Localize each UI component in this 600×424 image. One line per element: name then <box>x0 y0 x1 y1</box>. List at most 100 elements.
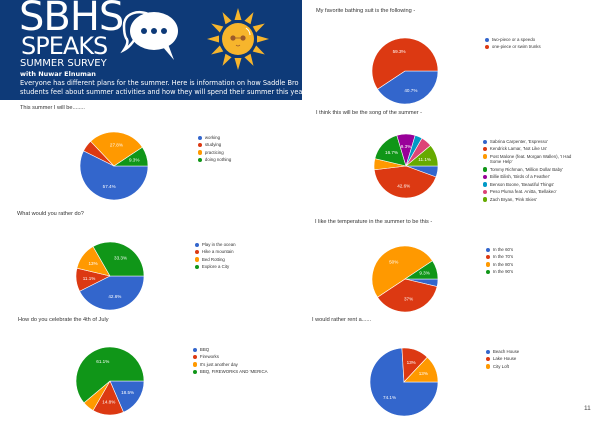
sun-ray <box>257 35 269 43</box>
pie-chart-july: 18.5% 14.8% 61.1% <box>75 346 145 416</box>
survey-banner: SBHS SPEAKS SUMMER SURVEY with Nuwar Eln… <box>0 0 302 100</box>
legend-item: one-piece or swim trunks <box>485 44 565 49</box>
logo-speaks: SPEAKS <box>21 32 108 60</box>
legend-label: Billie Eilish, 'Birds of a Feather' <box>489 174 550 180</box>
sun-ray <box>234 8 242 20</box>
legend-item: In the 70's <box>486 254 556 259</box>
legend-swatch <box>486 269 491 275</box>
author-byline: with Nuwar Elnuman <box>20 70 96 78</box>
legend-item: Billie Eilish, 'Birds of a Feather' <box>483 174 573 179</box>
legend-item: Explore a City <box>195 264 275 269</box>
slice-label: 74.1% <box>383 395 396 400</box>
legend-label: doing nothing <box>204 157 232 163</box>
chart-legend: Beach House Lake House City Loft <box>486 349 556 371</box>
sun-ray <box>252 23 265 33</box>
legend-swatch <box>198 135 203 140</box>
slice-label: 13% <box>419 371 428 376</box>
slice-label: 42.6% <box>108 294 121 299</box>
legend-swatch <box>486 262 491 267</box>
sun-ray <box>244 12 254 25</box>
pie-chart-rather: 42.6% 11.1% 13% 33.3% <box>75 241 145 311</box>
legend-item: In the 60's <box>486 247 556 252</box>
legend-swatch <box>486 356 491 362</box>
legend-swatch <box>193 347 198 352</box>
legend-item: Peso Pluma feat. Anitta, 'Bellakeo' <box>483 189 573 194</box>
chart-legend: Sabrina Carpenter, 'Espresso' Kendrick La… <box>483 139 573 204</box>
chart-legend: working studying practicing doing nothing <box>198 135 278 165</box>
legend-item: BBQ <box>193 347 293 352</box>
legend-label: Sabrina Carpenter, 'Espresso' <box>489 139 548 144</box>
legend-label: Kendrick Lamar, 'Not Like Us' <box>489 146 548 152</box>
page-number: 11 <box>584 405 591 412</box>
legend-label: Fireworks <box>199 354 219 360</box>
chart-title: My favorite bathing suit is the followin… <box>316 8 416 14</box>
slice-label: 57.4% <box>103 184 116 189</box>
legend-label: two-piece or a speedo <box>491 37 536 42</box>
legend-swatch <box>483 197 488 202</box>
slice-label: 14.8% <box>102 400 115 405</box>
legend-swatch <box>483 182 488 187</box>
slice-label: 50% <box>389 260 398 265</box>
slice-label: 11.1% <box>83 276 96 281</box>
legend-item: City Loft <box>486 364 556 369</box>
legend-label: Beach House <box>492 349 520 354</box>
pie-slice <box>403 356 439 383</box>
logo-sbhs: SBHS <box>19 0 124 40</box>
pie-slice <box>404 260 439 280</box>
legend-swatch <box>195 257 200 262</box>
legend-item: In the 90's <box>486 269 556 274</box>
pie-chart-activity: 57.4% 27.8% 9.3% <box>79 131 149 201</box>
legend-label: practicing <box>204 149 224 155</box>
chart-title: I like the temperature in the summer to … <box>315 219 433 225</box>
survey-subtitle: SUMMER SURVEY <box>20 58 107 69</box>
pie-chart-rent: 74.1% 13% 13% <box>369 347 439 417</box>
pie-chart-temp: 37% 50% 9.3% <box>371 245 439 313</box>
pie-slice <box>90 131 143 167</box>
legend-label: Zach Bryan, 'Pink Skies' <box>489 196 537 202</box>
slice-label: 9.3% <box>401 144 411 149</box>
legend-label: one-piece or swim trunks <box>491 44 541 50</box>
legend-swatch <box>485 44 490 50</box>
legend-item: Beach House <box>486 349 556 354</box>
legend-label: Hike a mountain <box>201 249 234 255</box>
slice-label: 37% <box>404 297 413 302</box>
legend-item: Zach Bryan, 'Pink Skies' <box>483 197 573 202</box>
sun-ray <box>222 12 232 25</box>
chart-title: I think this will be the song of the sum… <box>316 110 423 116</box>
chart-legend: two-piece or a speedo one-piece or swim t… <box>485 37 565 52</box>
pie-slice <box>405 145 439 167</box>
legend-swatch <box>483 146 488 152</box>
slice-label: 42.6% <box>397 183 410 188</box>
legend-label: In the 80's <box>492 261 514 267</box>
sun-ray <box>244 53 254 66</box>
legend-item: Tommy Richman, 'Million Dollar Baby' <box>483 167 573 172</box>
legend-swatch <box>486 247 491 252</box>
legend-swatch <box>193 369 198 375</box>
legend-swatch <box>486 364 491 369</box>
chart-legend: In the 60's In the 70's In the 80's In the … <box>486 247 556 277</box>
legend-label: Benson Boone, 'Beautiful Things' <box>489 181 555 187</box>
legend-item: Play in the ocean <box>195 242 275 247</box>
legend-label: working <box>204 135 221 140</box>
legend-label: Lake House <box>492 356 517 362</box>
legend-item: doing nothing <box>198 157 278 162</box>
intro-line: students feel about summer activities an… <box>20 87 302 96</box>
pie-chart-bathing: 40.7% 59.3% <box>371 37 439 105</box>
slice-label: 33.3% <box>114 255 127 260</box>
sun-ray <box>211 45 224 55</box>
sun-ray <box>211 23 224 33</box>
slice-label: 11.1% <box>418 157 431 162</box>
legend-item: Benson Boone, 'Beautiful Things' <box>483 182 573 187</box>
speech-bubble-icon <box>120 10 178 60</box>
slice-label: 27.8% <box>110 143 123 148</box>
legend-label: BBQ, FIREWORKS AND 'MERICA <box>199 369 268 375</box>
pie-slice <box>79 150 149 201</box>
legend-item: BBQ, FIREWORKS AND 'MERICA <box>193 369 293 374</box>
legend-item: Bed Rotting <box>195 257 275 262</box>
sun-ray <box>207 35 219 43</box>
legend-item: In the 80's <box>486 262 556 267</box>
slice-label: 9.3% <box>419 271 429 276</box>
pie-slice <box>373 165 437 199</box>
legend-swatch <box>483 139 488 144</box>
slice-label: 16.7% <box>385 150 398 155</box>
